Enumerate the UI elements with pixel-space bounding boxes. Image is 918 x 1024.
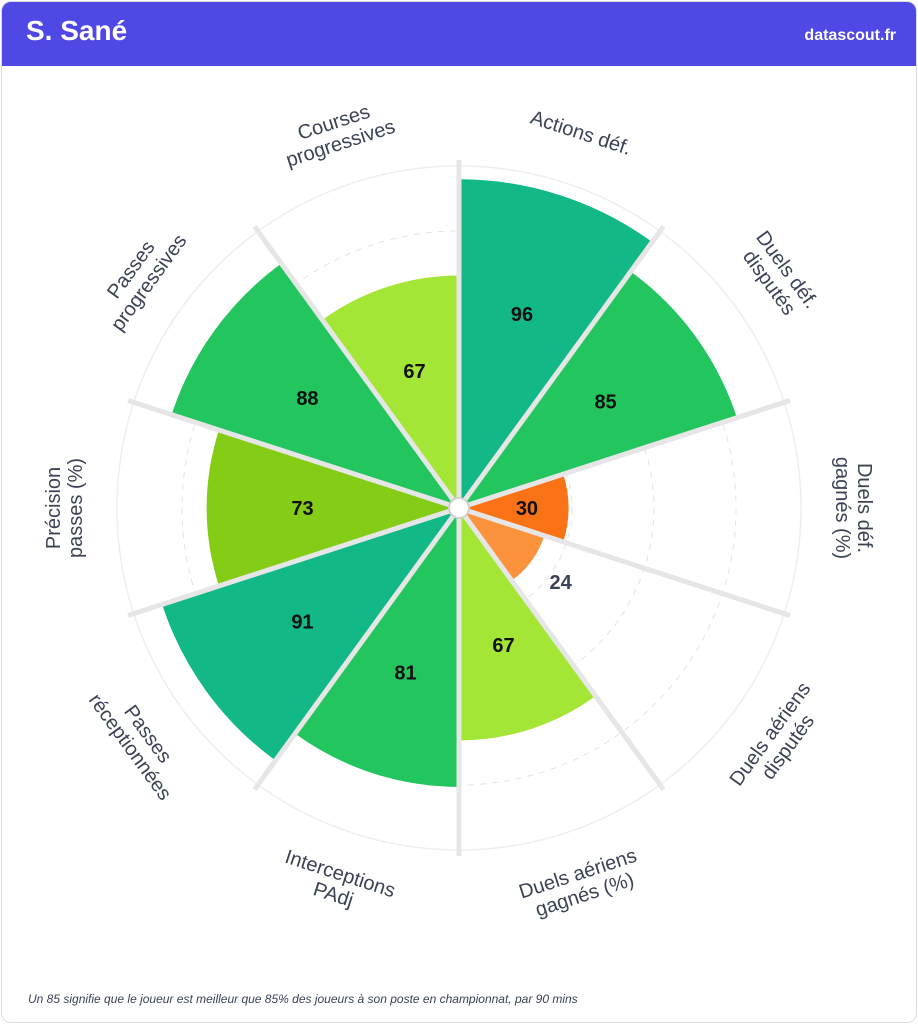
value-label-7: 91 [291, 612, 313, 634]
wedge-10 [322, 275, 459, 500]
wedge-5 [459, 516, 596, 741]
spoke-9 [127, 398, 451, 508]
value-label-5: 67 [492, 635, 514, 657]
value-label-4: 24 [550, 572, 573, 594]
category-label-3: Duels déf.gagnés (%) [831, 457, 875, 559]
spoke-10 [252, 224, 456, 502]
wedge-8 [206, 430, 450, 586]
category-label-line: Duels déf. [853, 463, 875, 553]
category-label-1: Actions déf. [528, 107, 634, 160]
value-label-8: 73 [291, 498, 313, 520]
wedge-1 [459, 179, 653, 500]
category-label-2: Duels déf.disputés [738, 227, 822, 319]
category-label-line: passes (%) [65, 458, 87, 558]
category-label-line: Précision [43, 467, 65, 549]
wedge-3 [468, 474, 569, 542]
brand-link[interactable]: datascout.fr [804, 27, 896, 44]
category-label-line: Actions déf. [528, 107, 634, 160]
wedge-4 [464, 511, 545, 581]
spoke-8 [127, 508, 451, 618]
header-bar: S. Sané datascout.fr [2, 2, 916, 66]
value-label-6: 81 [394, 662, 416, 684]
value-label-1: 96 [511, 304, 533, 326]
value-label-10: 67 [403, 361, 425, 383]
spoke-7 [252, 514, 456, 792]
spoke-4 [467, 508, 791, 618]
wedge-6 [295, 516, 459, 787]
category-label-8: Précision passes (%) [43, 458, 87, 558]
center-hub [448, 497, 470, 519]
spoke-5 [462, 514, 666, 792]
wedge-7 [162, 511, 454, 761]
value-label-9: 88 [296, 388, 318, 410]
category-label-line: gagnés (%) [831, 457, 853, 559]
footnote: Un 85 signifie que le joueur est meilleu… [28, 992, 578, 1006]
player-name: S. Sané [26, 15, 128, 46]
spoke-3 [467, 398, 791, 508]
spoke-2 [462, 224, 666, 502]
wedge-2 [464, 271, 737, 505]
wedge-9 [171, 263, 454, 505]
value-label-3: 30 [516, 498, 538, 520]
value-label-2: 85 [594, 392, 616, 414]
